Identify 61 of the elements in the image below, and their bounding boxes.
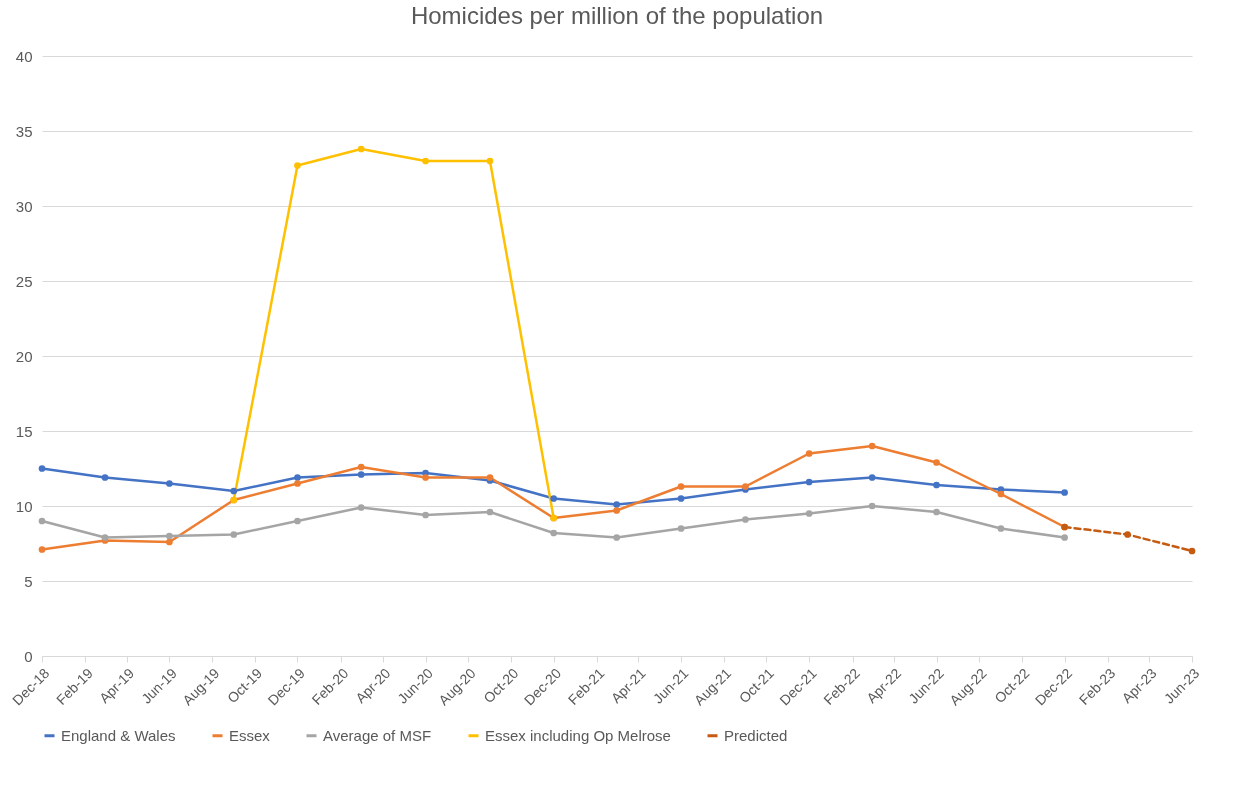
point — [294, 480, 301, 487]
point — [230, 487, 238, 495]
point — [38, 465, 46, 472]
point — [357, 504, 365, 511]
legend-label: England & Wales — [61, 726, 176, 744]
point — [677, 483, 685, 490]
point — [550, 495, 558, 502]
point — [422, 157, 429, 165]
point — [294, 517, 301, 525]
point — [1061, 489, 1068, 496]
point — [166, 538, 173, 546]
point — [1061, 534, 1068, 541]
y-tick-label: 15 — [15, 422, 33, 440]
point — [101, 474, 109, 481]
point — [613, 534, 620, 541]
point — [166, 532, 173, 540]
point — [166, 480, 173, 487]
y-tick-label: 30 — [15, 197, 33, 215]
point — [357, 145, 365, 153]
y-tick-label: 35 — [15, 122, 33, 140]
point — [294, 162, 301, 169]
point — [486, 157, 494, 165]
point — [868, 502, 876, 510]
point — [805, 450, 813, 457]
y-tick-label: 25 — [15, 272, 33, 290]
point — [1124, 531, 1131, 538]
point — [677, 495, 685, 502]
point — [613, 507, 620, 514]
y-tick-label: 5 — [24, 572, 33, 590]
y-tick-label: 40 — [15, 47, 33, 65]
point — [868, 442, 876, 450]
point — [38, 517, 46, 525]
point — [357, 471, 365, 478]
point — [422, 474, 429, 481]
point — [357, 463, 365, 471]
point — [805, 478, 813, 486]
point — [933, 508, 940, 516]
legend-label: Essex — [229, 726, 271, 744]
point — [933, 481, 940, 489]
point — [868, 474, 876, 481]
y-tick-label: 0 — [24, 647, 33, 665]
point — [486, 508, 494, 516]
point — [997, 490, 1005, 498]
chart-title: Homicides per million of the population — [410, 2, 824, 29]
point — [997, 525, 1005, 532]
legend-label: Essex including Op Melrose — [485, 726, 671, 744]
point — [422, 511, 429, 519]
point — [1188, 547, 1196, 555]
point — [230, 531, 238, 538]
legend-label: Predicted — [724, 726, 788, 744]
y-tick-label: 10 — [15, 497, 33, 515]
y-tick-label: 20 — [15, 347, 33, 365]
point — [933, 459, 940, 466]
point — [550, 529, 558, 537]
point — [742, 516, 749, 523]
legend-label: Average of MSF — [323, 726, 432, 744]
point — [38, 546, 46, 553]
point — [805, 510, 813, 517]
point — [613, 501, 620, 508]
point — [294, 474, 301, 481]
point — [677, 525, 685, 532]
